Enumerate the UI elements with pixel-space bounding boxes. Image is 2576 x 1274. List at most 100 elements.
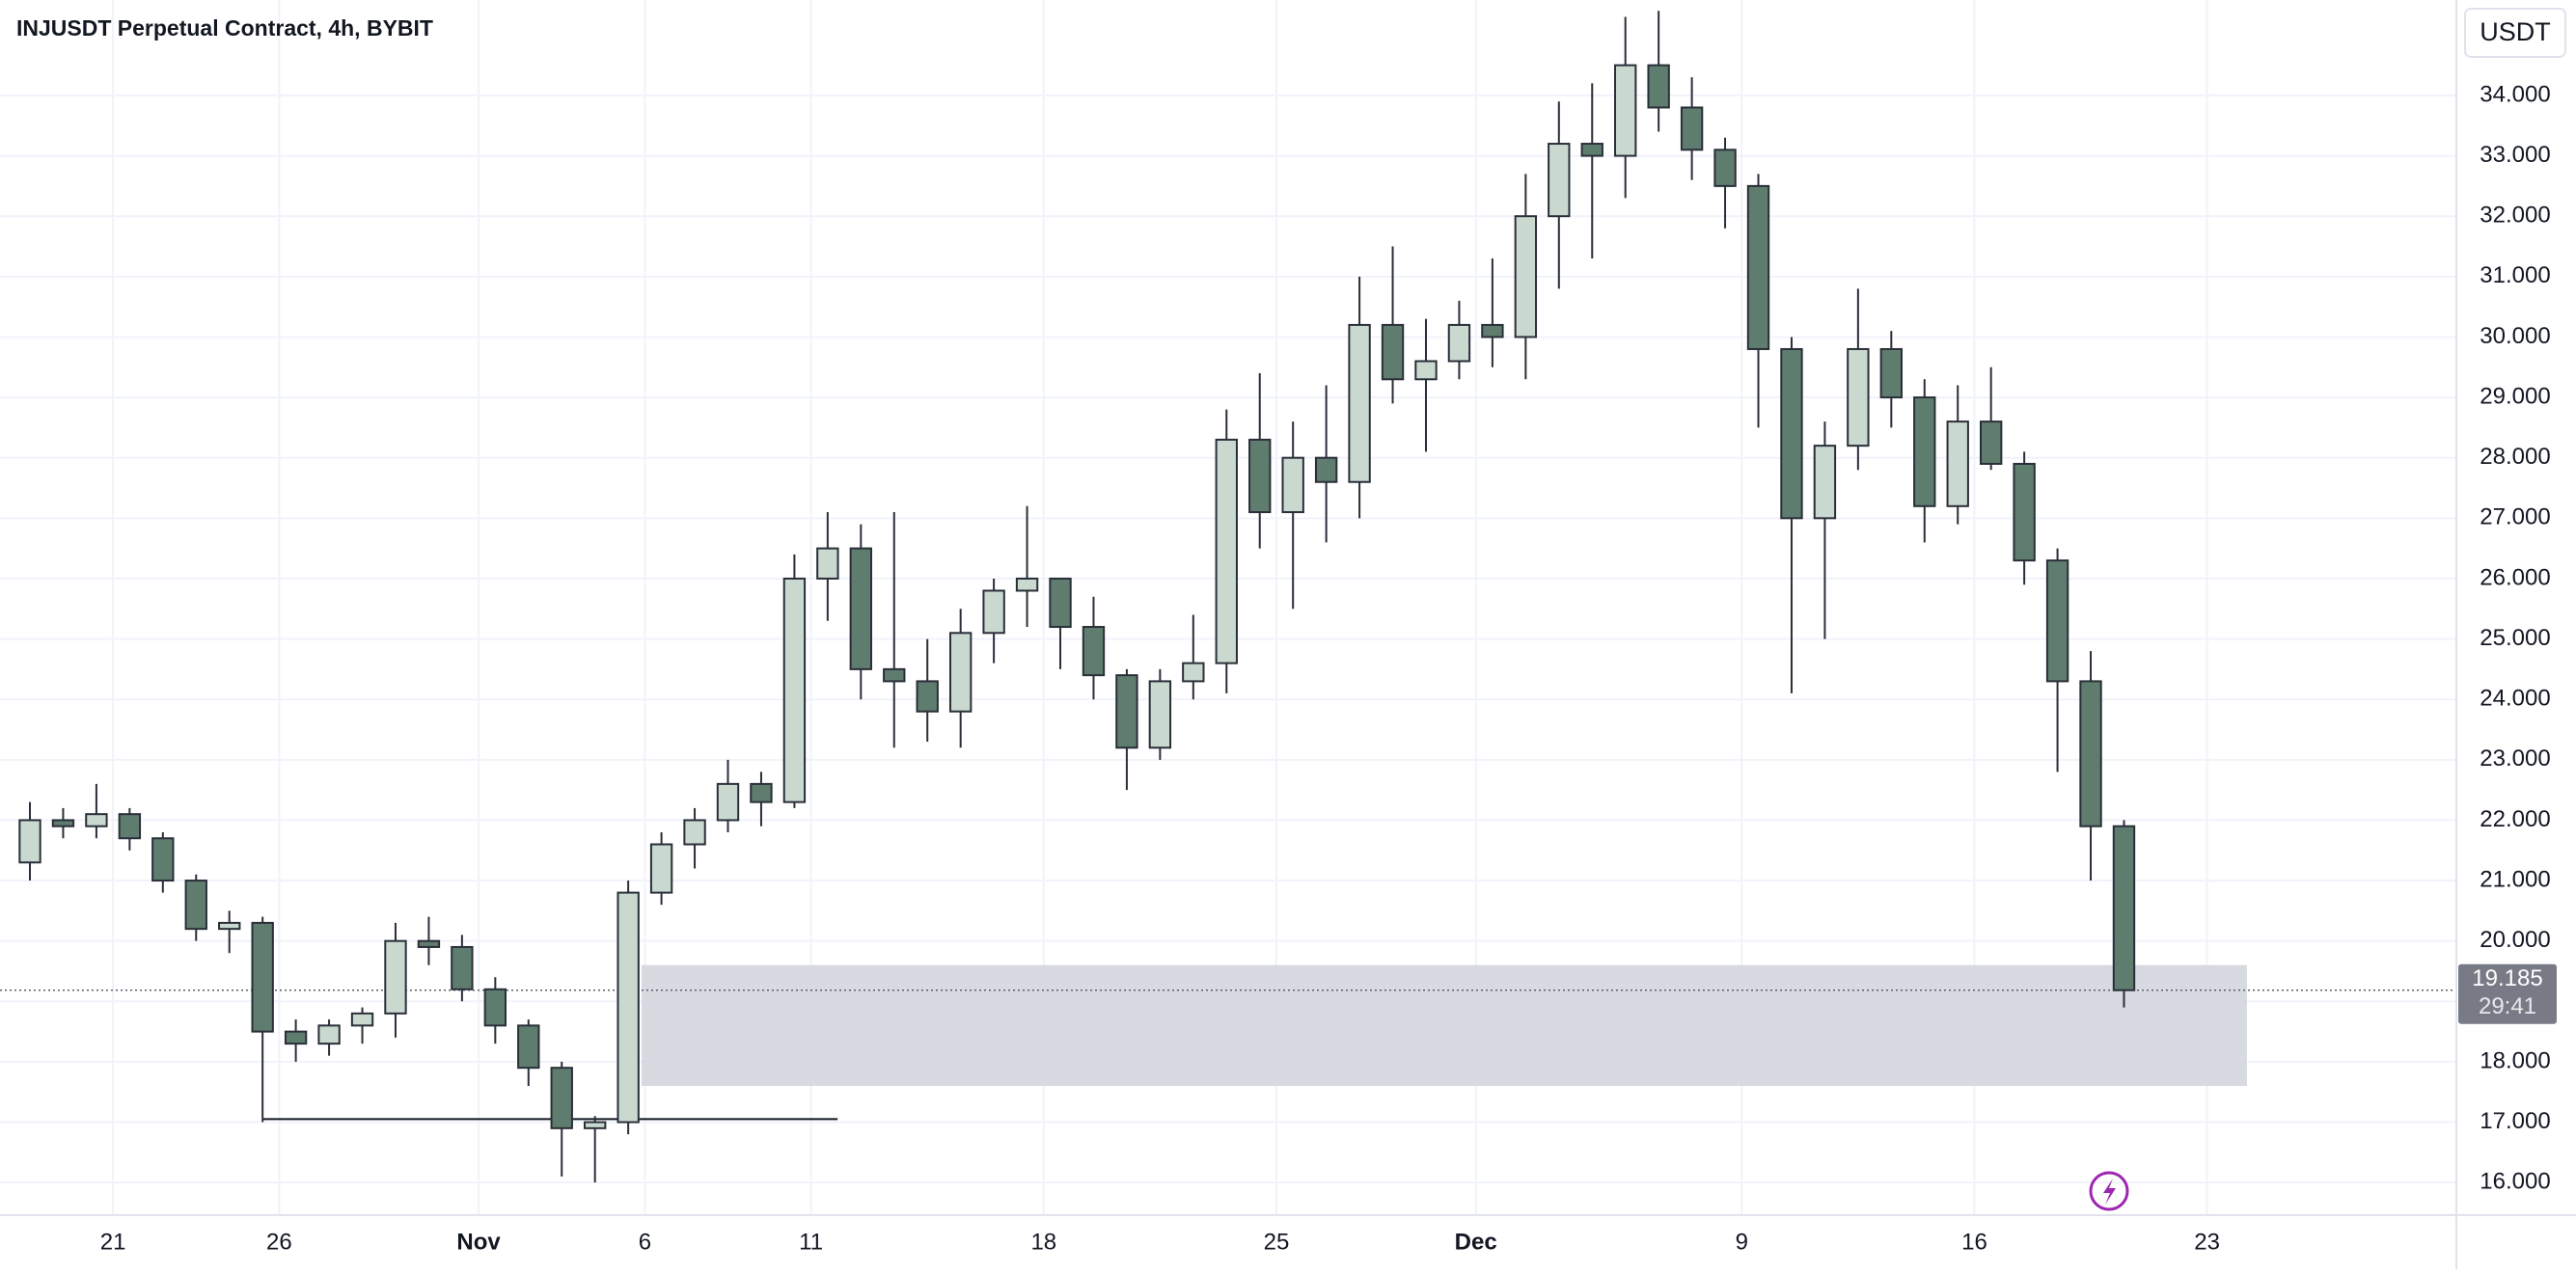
y-tick-label: 33.000 <box>2480 142 2550 168</box>
candle-body <box>517 1024 540 1070</box>
demand-zone <box>641 964 2247 1086</box>
y-tick-label: 34.000 <box>2480 81 2550 107</box>
candle-body <box>649 843 673 894</box>
y-tick-label: 24.000 <box>2480 686 2550 712</box>
overlays <box>0 964 2456 1121</box>
x-tick-label: 23 <box>2194 1229 2220 1255</box>
candle-body <box>1381 323 1405 381</box>
candle-body <box>18 819 41 864</box>
x-tick-label: Dec <box>1455 1229 1497 1255</box>
candle-body <box>85 813 108 827</box>
currency-button[interactable] <box>2464 8 2566 58</box>
candle-body <box>1548 143 1571 218</box>
candle-body <box>1481 323 1504 339</box>
candle-body <box>816 547 839 580</box>
candle-body <box>716 782 740 822</box>
y-tick-label: 18.000 <box>2480 1047 2550 1073</box>
y-tick-label: 20.000 <box>2480 927 2550 953</box>
candle-body <box>782 577 807 803</box>
candle-body <box>849 547 872 670</box>
candle-body <box>1314 456 1338 483</box>
candle-body <box>51 819 75 827</box>
candle-body <box>2112 825 2136 991</box>
candle-body <box>617 891 640 1124</box>
candle-body <box>1847 347 1870 447</box>
candle-body <box>417 939 441 948</box>
candle-body <box>1215 438 1238 664</box>
candle-body <box>1946 420 1969 507</box>
candle-body <box>584 1121 607 1129</box>
candle-body <box>683 819 706 846</box>
candle-body <box>1015 577 1039 592</box>
candle-body <box>284 1030 308 1045</box>
y-tick-label: 17.000 <box>2480 1108 2550 1134</box>
y-tick-label: 22.000 <box>2480 806 2550 832</box>
countdown-label: 29:41 <box>2479 993 2536 1019</box>
y-tick-label: 32.000 <box>2480 203 2550 229</box>
candles <box>18 11 2136 1183</box>
candle-body <box>1414 360 1438 381</box>
icon-ring <box>2089 1171 2129 1211</box>
lightning-icon[interactable] <box>2089 1171 2129 1211</box>
x-tick-label: 16 <box>1961 1229 1987 1255</box>
candle-body <box>1780 347 1803 520</box>
y-tick-label: 16.000 <box>2480 1169 2550 1195</box>
y-tick-label: 21.000 <box>2480 866 2550 892</box>
y-tick-label: 23.000 <box>2480 745 2550 772</box>
y-tick-label: 30.000 <box>2480 323 2550 349</box>
candle-body <box>550 1067 573 1129</box>
candle-body <box>1514 215 1538 339</box>
candle-body <box>1447 323 1471 363</box>
y-tick-label: 26.000 <box>2480 564 2550 590</box>
candle-body <box>750 782 773 803</box>
y-tick-label: 31.000 <box>2480 262 2550 288</box>
candle-body <box>1713 149 1737 187</box>
x-tick-label: 6 <box>639 1229 651 1255</box>
candle-body <box>1182 662 1205 683</box>
candle-body <box>2045 559 2069 683</box>
candle-body <box>1348 323 1371 483</box>
x-tick-label: Nov <box>456 1229 501 1255</box>
last-price-label: 19.185 <box>2472 965 2542 991</box>
candle-body <box>151 837 175 882</box>
candle-body <box>1115 674 1138 749</box>
y-tick-label: 27.000 <box>2480 504 2550 530</box>
last-price-box <box>2458 963 2557 1024</box>
candle-body <box>883 667 906 683</box>
candle-body <box>350 1012 374 1027</box>
candle-body <box>118 813 142 840</box>
x-tick-label: 25 <box>1264 1229 1290 1255</box>
candle-body <box>948 632 973 713</box>
x-tick-label: 11 <box>799 1229 823 1255</box>
candle-body <box>1746 184 1770 350</box>
candle-body <box>1580 143 1603 157</box>
candle-body <box>1979 420 2003 465</box>
candle-body <box>218 921 241 931</box>
currency-label[interactable]: USDT <box>2480 17 2551 46</box>
candle-body <box>1614 64 1637 157</box>
icon-bolt <box>2103 1179 2116 1205</box>
candle-body <box>184 880 207 931</box>
x-tick-label: 26 <box>266 1229 292 1255</box>
candle-body <box>317 1024 341 1045</box>
y-tick-label: 25.000 <box>2480 625 2550 651</box>
candle-body <box>1879 347 1903 399</box>
candle-body <box>1248 438 1272 514</box>
y-tick-label: 29.000 <box>2480 383 2550 409</box>
x-tick-label: 21 <box>100 1229 126 1255</box>
chart-title: INJUSDT Perpetual Contract, 4h, BYBIT <box>16 15 433 41</box>
candle-body <box>1049 577 1072 629</box>
candle-body <box>916 680 939 713</box>
candle-body <box>2013 462 2036 562</box>
candle-body <box>1913 396 1936 507</box>
candle-body <box>982 589 1005 635</box>
x-tick-label: 9 <box>1736 1229 1748 1255</box>
y-tick-label: 28.000 <box>2480 444 2550 470</box>
candle-body <box>1281 456 1304 514</box>
candle-body <box>384 939 407 1015</box>
candle-body <box>1813 445 1837 520</box>
candle-body <box>1148 680 1172 749</box>
candle-body <box>1082 626 1106 677</box>
